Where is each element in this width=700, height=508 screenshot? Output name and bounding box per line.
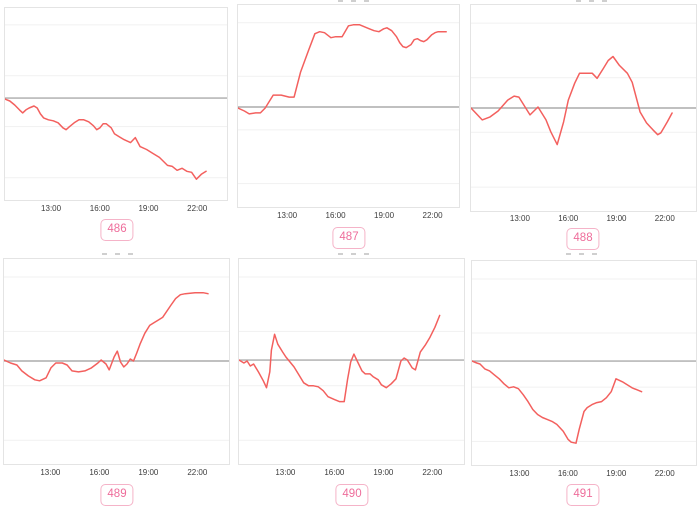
chart-487-badge[interactable]: 487 bbox=[332, 227, 366, 249]
x-tick-label: 13:00 bbox=[40, 468, 61, 477]
x-tick-label: 16:00 bbox=[324, 468, 345, 477]
cropped-title-fragment bbox=[338, 253, 370, 255]
x-tick-label: 16:00 bbox=[325, 211, 346, 220]
x-tick-label: 16:00 bbox=[89, 468, 110, 477]
cropped-title-fragment bbox=[102, 253, 134, 255]
chart-491-x-axis: 13:00 16:00 19:00 22:00 bbox=[471, 469, 697, 479]
chart-489-canvas[interactable] bbox=[3, 258, 230, 465]
x-tick-label: 13:00 bbox=[275, 468, 296, 477]
cropped-title-fragment bbox=[338, 0, 370, 2]
chart-490-x-axis: 13:00 16:00 19:00 22:00 bbox=[238, 468, 465, 478]
chart-487-x-axis: 13:00 16:00 19:00 22:00 bbox=[237, 211, 460, 221]
chart-487-canvas[interactable] bbox=[237, 4, 460, 208]
chart-489-x-axis: 13:00 16:00 19:00 22:00 bbox=[3, 468, 230, 478]
x-tick-label: 19:00 bbox=[138, 468, 159, 477]
x-tick-label: 16:00 bbox=[557, 469, 578, 478]
chart-490-canvas[interactable] bbox=[238, 258, 465, 465]
chart-488-canvas[interactable] bbox=[470, 4, 697, 212]
chart-486-x-axis: 13:00 16:00 19:00 22:00 bbox=[4, 204, 228, 214]
x-tick-label: 13:00 bbox=[509, 469, 530, 478]
x-tick-label: 19:00 bbox=[374, 211, 395, 220]
chart-490-badge[interactable]: 490 bbox=[335, 484, 369, 506]
chart-486-badge[interactable]: 486 bbox=[100, 219, 134, 241]
chart-489-badge[interactable]: 489 bbox=[100, 484, 134, 506]
x-tick-label: 13:00 bbox=[509, 214, 530, 223]
chart-488-x-axis: 13:00 16:00 19:00 22:00 bbox=[470, 214, 697, 224]
x-tick-label: 19:00 bbox=[373, 468, 394, 477]
cropped-title-fragment bbox=[566, 253, 598, 255]
x-tick-label: 13:00 bbox=[41, 204, 62, 213]
x-tick-label: 19:00 bbox=[138, 204, 159, 213]
x-tick-label: 22:00 bbox=[654, 214, 675, 223]
x-tick-label: 19:00 bbox=[606, 214, 627, 223]
chart-491-canvas[interactable] bbox=[471, 260, 697, 466]
chart-491-badge[interactable]: 491 bbox=[566, 484, 600, 506]
chart-486-canvas[interactable] bbox=[4, 7, 228, 201]
x-tick-label: 22:00 bbox=[187, 468, 208, 477]
x-tick-label: 22:00 bbox=[187, 204, 208, 213]
x-tick-label: 19:00 bbox=[606, 469, 627, 478]
x-tick-label: 16:00 bbox=[558, 214, 579, 223]
x-tick-label: 22:00 bbox=[654, 469, 675, 478]
cropped-title-fragment bbox=[576, 0, 608, 2]
x-tick-label: 13:00 bbox=[277, 211, 298, 220]
chart-488-badge[interactable]: 488 bbox=[566, 228, 600, 250]
x-tick-label: 16:00 bbox=[89, 204, 110, 213]
x-tick-label: 22:00 bbox=[422, 468, 443, 477]
x-tick-label: 22:00 bbox=[422, 211, 443, 220]
